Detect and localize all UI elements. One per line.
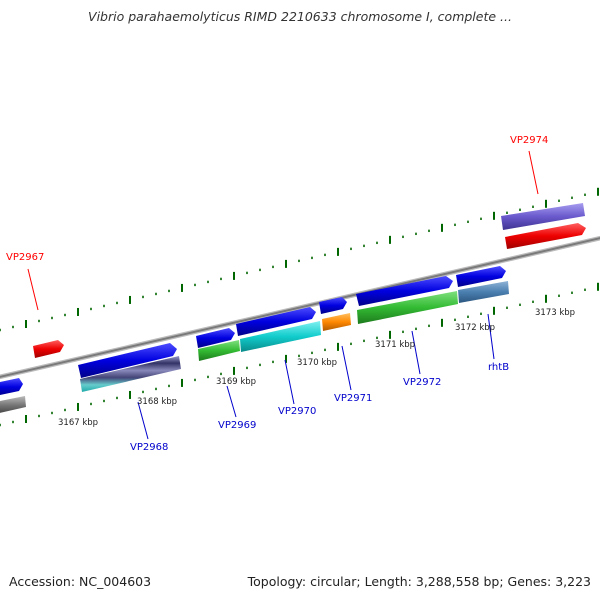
gene-labels: VP2967 VP2968 VP2969 VP2970 VP2971 VP297… [6, 135, 548, 453]
tick-rail-upper [0, 187, 599, 332]
feature-vp2970[interactable] [236, 307, 316, 336]
gene-label-vp2967: VP2967 [6, 252, 44, 263]
tick-label-3167: 3167 kbp [58, 418, 98, 428]
accession-text: Accession: NC_004603 [9, 574, 152, 589]
tick-label-3168: 3168 kbp [137, 397, 177, 407]
gene-label-vp2972: VP2972 [403, 377, 441, 388]
gene-label-vp2969: VP2969 [218, 420, 256, 431]
feature-vp2967[interactable] [33, 340, 64, 358]
gene-label-vp2968: VP2968 [130, 442, 168, 453]
feature-vp2974[interactable] [501, 203, 586, 249]
tick-labels: 3167 kbp 3168 kbp 3169 kbp 3170 kbp 3171… [58, 308, 575, 428]
feature-vp2972-lower [357, 291, 458, 324]
tick-rail-lower [0, 282, 599, 427]
feature-rhtb[interactable] [456, 266, 506, 287]
tick-label-3169: 3169 kbp [216, 377, 256, 387]
feature-vp2968[interactable] [78, 343, 177, 378]
feature-rhtb-lower [458, 281, 509, 303]
feature-left-edge[interactable] [0, 378, 26, 414]
feature-vp2972[interactable] [356, 276, 453, 306]
tick-label-3173: 3173 kbp [535, 308, 575, 318]
tick-rails [0, 187, 599, 427]
map-title: Vibrio parahaemolyticus RIMD 2210633 chr… [88, 9, 512, 24]
gene-label-vp2974: VP2974 [510, 135, 548, 146]
feature-vp2968-lower [80, 356, 181, 392]
tick-label-3171: 3171 kbp [375, 340, 415, 350]
gene-label-vp2971: VP2971 [334, 393, 372, 404]
backbone [0, 235, 600, 380]
feature-vp2970-lower [240, 321, 321, 352]
feature-vp2971[interactable] [319, 297, 347, 314]
tick-label-3170: 3170 kbp [297, 358, 337, 368]
gene-label-vp2970: VP2970 [278, 406, 316, 417]
label-leaders [27, 150, 539, 440]
feature-vp2971-lower [322, 313, 351, 331]
genome-summary-text: Topology: circular; Length: 3,288,558 bp… [247, 574, 591, 589]
feature-vp2969-lower [198, 340, 240, 361]
tick-label-3172: 3172 kbp [455, 323, 495, 333]
feature-vp2969[interactable] [196, 328, 235, 348]
gene-label-rhtb: rhtB [488, 362, 509, 373]
